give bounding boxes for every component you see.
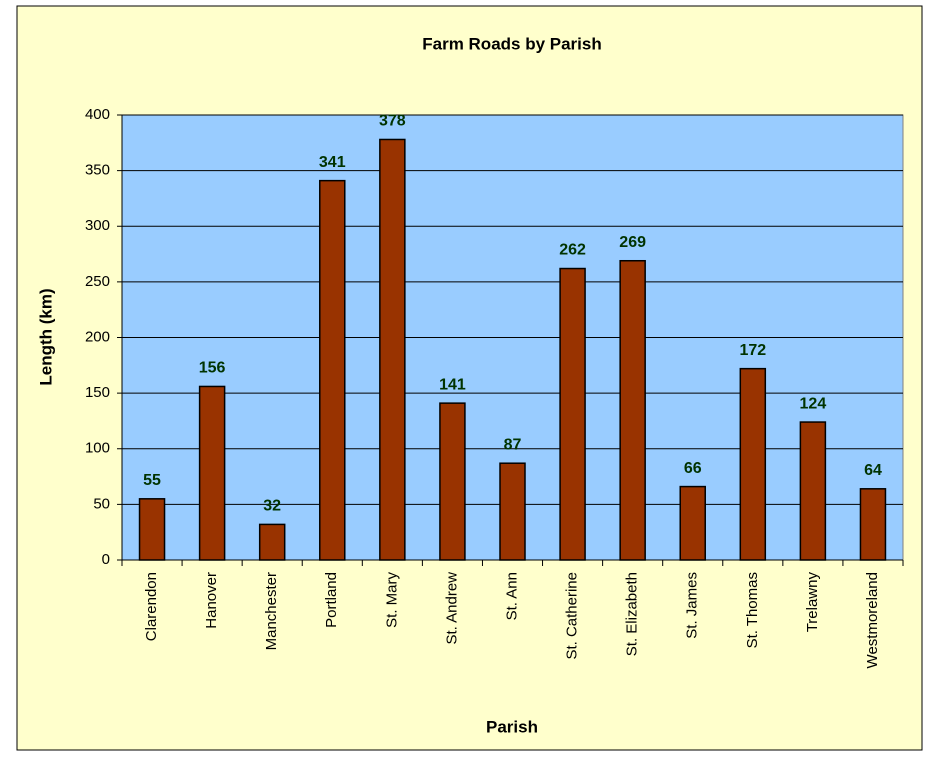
data-label: 269	[619, 234, 646, 251]
bar	[319, 179, 346, 561]
x-tick-label: Portland	[323, 572, 340, 628]
x-tick-label: St. Catherine	[564, 572, 581, 660]
chart-title: Farm Roads by Parish	[422, 34, 602, 53]
y-tick-label: 400	[85, 106, 110, 123]
data-label: 141	[439, 376, 466, 393]
data-label: 262	[559, 242, 586, 259]
data-label: 378	[379, 113, 406, 130]
x-tick-label: St. James	[684, 572, 701, 639]
x-tick-label: Hanover	[203, 572, 220, 629]
data-label: 172	[739, 342, 766, 359]
bar	[439, 402, 466, 561]
x-axis-label: Parish	[486, 717, 538, 736]
bar	[679, 485, 706, 561]
data-label: 156	[199, 360, 226, 377]
data-label: 66	[684, 460, 702, 477]
y-axis-label: Length (km)	[36, 288, 55, 385]
data-label: 64	[864, 462, 882, 479]
x-tick-label: St. Elizabeth	[624, 572, 641, 656]
data-label: 87	[504, 436, 522, 453]
bar	[198, 385, 226, 561]
y-tick-label: 0	[102, 551, 110, 568]
y-tick-label: 100	[85, 440, 110, 457]
bar	[258, 523, 286, 561]
y-tick-label: 350	[85, 162, 110, 179]
data-label: 124	[800, 395, 827, 412]
y-tick-label: 300	[85, 217, 110, 234]
bar	[799, 421, 827, 561]
x-tick-label: Manchester	[263, 572, 280, 650]
data-label: 341	[319, 154, 346, 171]
x-tick-label: St. Thomas	[744, 572, 761, 648]
bar	[499, 462, 526, 561]
bar	[619, 259, 646, 561]
x-tick-label: St. Andrew	[443, 572, 460, 645]
data-label: 55	[143, 472, 161, 489]
y-tick-label: 250	[85, 273, 110, 290]
x-tick-label: Westmoreland	[864, 572, 881, 668]
x-tick-label: Trelawny	[804, 572, 821, 633]
y-tick-label: 200	[85, 328, 110, 345]
bar	[739, 367, 767, 561]
bar	[559, 267, 586, 561]
data-label: 32	[263, 498, 281, 515]
y-tick-label: 50	[93, 495, 110, 512]
x-tick-label: St. Ann	[503, 572, 520, 620]
y-tick-label: 150	[85, 384, 110, 401]
bar	[138, 498, 166, 561]
bar	[379, 138, 406, 561]
x-tick-label: Clarendon	[143, 572, 160, 641]
bar	[859, 488, 887, 561]
x-tick-label: St. Mary	[383, 572, 400, 628]
